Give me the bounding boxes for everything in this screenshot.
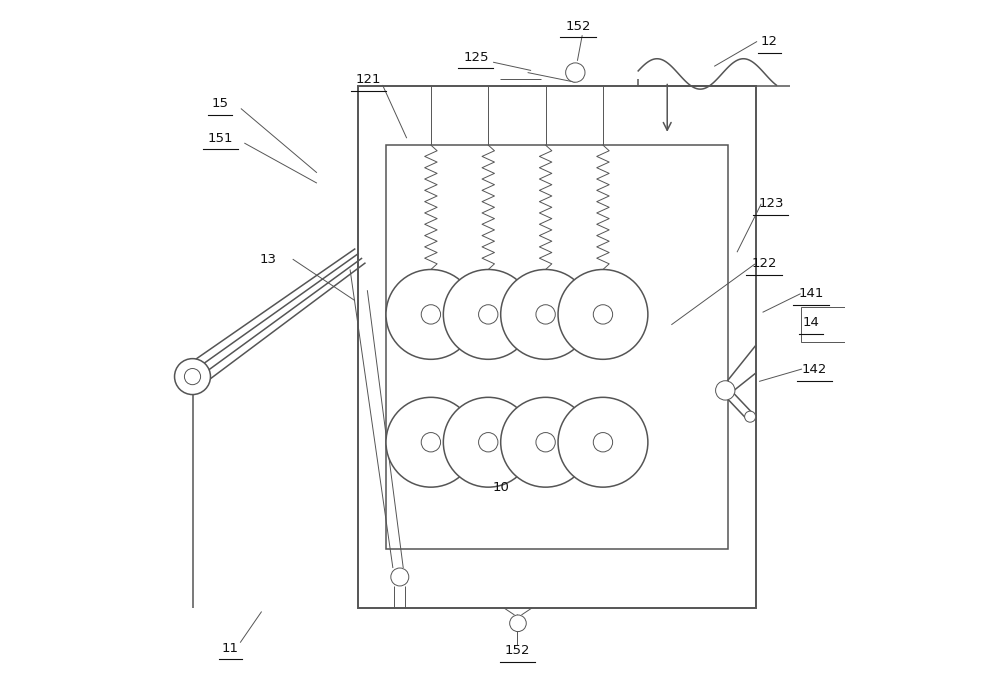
Circle shape	[566, 63, 585, 82]
Text: 152: 152	[565, 20, 591, 32]
Text: 152: 152	[505, 645, 530, 657]
Circle shape	[391, 568, 409, 586]
Text: 121: 121	[356, 73, 381, 86]
Text: 125: 125	[463, 51, 489, 64]
Bar	[358, 86, 756, 608]
Bar	[386, 145, 728, 549]
Circle shape	[536, 433, 555, 452]
Text: 13: 13	[260, 253, 277, 265]
Circle shape	[479, 305, 498, 324]
Circle shape	[386, 269, 476, 359]
Circle shape	[716, 381, 735, 400]
Text: 15: 15	[212, 97, 229, 110]
Circle shape	[184, 368, 201, 385]
Circle shape	[175, 359, 210, 395]
Text: 122: 122	[751, 258, 777, 270]
Circle shape	[386, 397, 476, 487]
Circle shape	[558, 269, 648, 359]
Circle shape	[443, 269, 533, 359]
Circle shape	[745, 411, 756, 422]
Text: 10: 10	[493, 481, 510, 493]
Text: 11: 11	[222, 642, 239, 654]
Circle shape	[558, 397, 648, 487]
Circle shape	[593, 305, 613, 324]
Circle shape	[501, 397, 591, 487]
Bar	[801, 307, 852, 342]
Circle shape	[443, 397, 533, 487]
Text: 142: 142	[802, 363, 827, 376]
Text: 12: 12	[761, 35, 778, 48]
Circle shape	[510, 615, 526, 632]
Text: 123: 123	[758, 198, 784, 210]
Circle shape	[421, 433, 441, 452]
Text: 14: 14	[803, 316, 819, 329]
Circle shape	[421, 305, 441, 324]
Circle shape	[501, 269, 591, 359]
Text: 151: 151	[207, 132, 233, 144]
Circle shape	[536, 305, 555, 324]
Text: 141: 141	[798, 287, 824, 300]
Circle shape	[593, 433, 613, 452]
Circle shape	[479, 433, 498, 452]
